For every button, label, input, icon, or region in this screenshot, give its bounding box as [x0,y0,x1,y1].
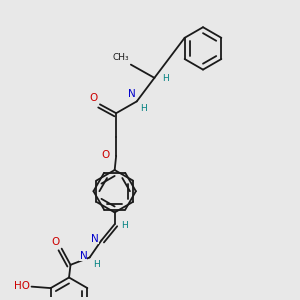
Text: O: O [101,150,110,160]
Text: H: H [121,220,128,230]
Text: CH₃: CH₃ [113,53,129,62]
Text: HO: HO [14,281,30,291]
Text: H: H [93,260,100,269]
Text: H: H [140,104,146,113]
Text: O: O [51,237,59,247]
Text: O: O [89,93,98,103]
Text: N: N [128,89,135,99]
Text: N: N [80,251,87,261]
Text: H: H [162,74,169,83]
Text: N: N [91,234,99,244]
